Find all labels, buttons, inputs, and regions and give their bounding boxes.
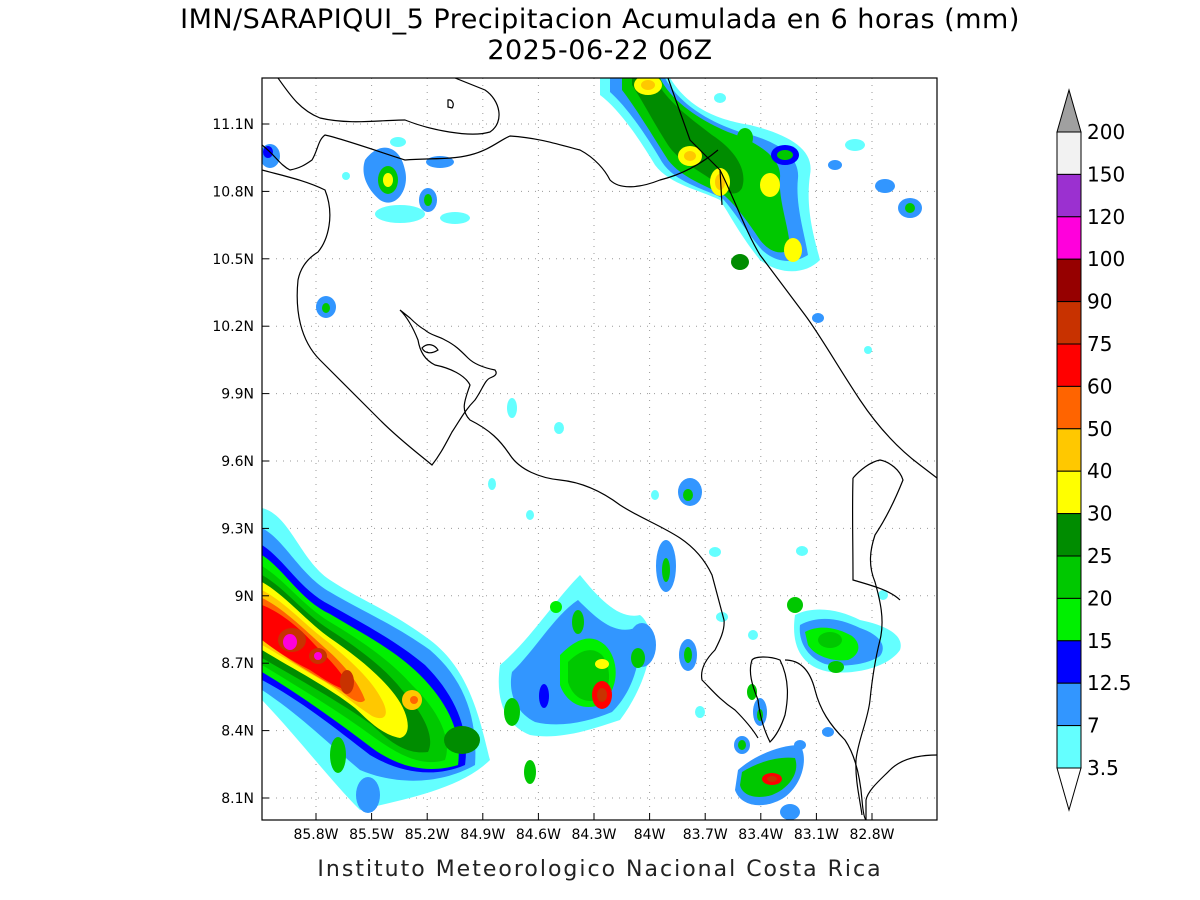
lon-tick-label: 84.9W [460,827,505,843]
colorbar-swatch [1056,555,1082,599]
colorbar-level-label: 150 [1087,162,1125,186]
nicaragua-costa-rica-border [262,134,719,188]
costa-rica-caribbean-coast [719,169,937,479]
colorbar-level-label: 40 [1087,459,1112,483]
colorbar-swatch [1056,470,1082,515]
colorbar-swatch [1056,597,1082,642]
lon-tick-label: 84.6W [516,827,561,843]
colorbar-level-label: 90 [1087,290,1112,314]
lat-tick-label: 8.1N [221,791,254,807]
precipitation-field [262,78,922,820]
precip-cluster-northeast [600,78,922,323]
map-subtitle-datetime: 2025-06-22 06Z [487,35,713,66]
lat-tick-label: 11.1N [212,117,254,133]
lat-tick-label: 10.8N [212,184,254,200]
colorbar-level-label: 100 [1087,247,1125,271]
island-outline [421,344,439,354]
colorbar-swatch [1056,513,1082,557]
map-title: IMN/SARAPIQUI_5 Precipitacion Acumulada … [180,4,1020,35]
colorbar-level-label: 50 [1087,417,1112,441]
small-island-outline [447,99,454,109]
coastlines-and-borders [262,78,937,820]
lat-tick-label: 9.6N [221,454,254,470]
lon-tick-label: 83.7W [683,827,728,843]
colorbar-swatch [1056,131,1082,175]
colorbar-swatch [1056,173,1082,218]
colorbar-under-arrow [1056,767,1082,812]
colorbar-over-arrow [1056,88,1082,133]
colorbar-level-label: 12.5 [1087,671,1132,695]
panama-border [852,459,904,816]
precip-scattered-cells [342,172,888,718]
colorbar-level-label: 15 [1087,629,1112,653]
lon-tick-label: 83.4W [738,827,783,843]
lon-tick-label: 83.1W [794,827,839,843]
lon-tick-label: 85.5W [349,827,394,843]
colorbar-swatch [1056,725,1082,769]
golfo-dulce-coast [784,659,867,820]
colorbar-level-label: 200 [1087,120,1125,144]
panama-pacific-coast [865,754,937,820]
colorbar-swatch [1056,216,1082,260]
colorbar-swatch [1056,258,1082,303]
longitude-axis: 85.8W 85.5W 85.2W 84.9W 84.6W 84.3W 84W 83.7W 83… [293,813,895,843]
colorbar-swatch [1056,682,1082,727]
lake-nicaragua-shore [277,78,500,135]
costa-rica-pacific-coast [262,169,759,739]
colorbar-level-label: 7 [1087,714,1100,738]
colorbar-swatch [1056,343,1082,387]
colorbar-swatch [1056,428,1082,472]
osa-peninsula-coast [749,656,788,744]
institution-credit: Instituto Meteorologico Nacional Costa R… [317,857,883,882]
colorbar-swatch [1056,640,1082,684]
lat-tick-label: 9.9N [221,387,254,403]
map-frame [261,77,938,821]
colorbar-level-label: 120 [1087,205,1125,229]
lon-tick-label: 85.2W [405,827,450,843]
lon-tick-label: 84.3W [571,827,616,843]
nicaragua-atlantic-coast [667,78,723,206]
colorbar-swatch [1056,301,1082,345]
colorbar-level-label: 75 [1087,332,1112,356]
colorbar-level-label: 60 [1087,374,1112,398]
lat-tick-label: 8.7N [221,656,254,672]
colorbar-level-label: 3.5 [1087,756,1119,780]
precip-cluster-northwest [262,137,470,318]
colorbar-level-label: 30 [1087,502,1112,526]
precip-cluster-southwest [262,508,490,813]
panama-caribbean-coast [851,477,901,601]
lon-tick-label: 84W [634,827,666,843]
colorbar-level-label: 20 [1087,586,1112,610]
lat-tick-label: 8.4N [221,724,254,740]
lat-tick-label: 10.2N [212,319,254,335]
lon-tick-label: 85.8W [293,827,338,843]
lat-tick-label: 9.3N [221,521,254,537]
colorbar: 200 150 120 100 90 75 60 50 40 30 25 20 15 12.5 7 3.5 [1056,88,1132,812]
lon-tick-label: 82.8W [849,827,894,843]
lat-tick-label: 10.5N [212,252,254,268]
colorbar-level-label: 25 [1087,544,1112,568]
colorbar-swatch [1056,385,1082,430]
lat-tick-label: 9N [235,589,254,605]
latitude-axis: 11.1N 10.8N 10.5N 10.2N 9.9N 9.6N 9.3N 9N 8.7N 8.… [212,117,269,807]
precip-cluster-central-south [498,478,702,784]
